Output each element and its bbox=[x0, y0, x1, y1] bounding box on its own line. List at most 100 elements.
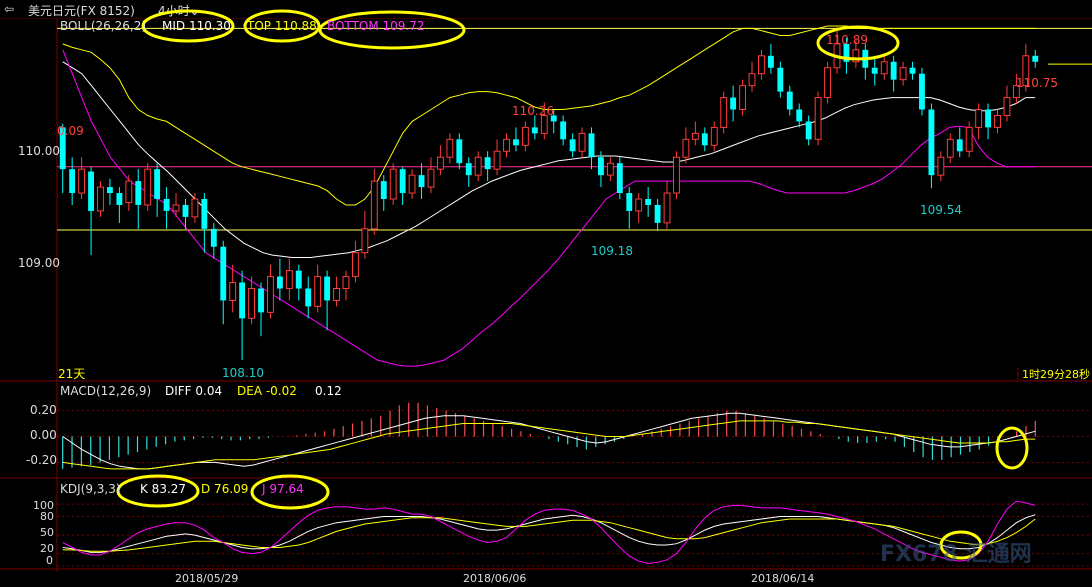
candle-body-up bbox=[880, 61, 888, 75]
candle-body-up bbox=[1003, 97, 1011, 116]
candle-body-up bbox=[578, 132, 586, 152]
bottom-label-ellipse bbox=[318, 10, 466, 50]
price-left-partial-label: 0.09 bbox=[57, 124, 84, 138]
candle-body-up bbox=[937, 156, 945, 176]
candle-body-up bbox=[673, 156, 680, 194]
candle-body-up bbox=[635, 198, 643, 212]
candle-body-down bbox=[569, 139, 576, 152]
macd-dea-line bbox=[62, 420, 1036, 470]
candle-body-up bbox=[682, 138, 690, 158]
span-days-label: 21天 bbox=[58, 367, 86, 381]
candle-body-up bbox=[352, 252, 359, 278]
candle-body-down bbox=[928, 109, 935, 176]
kdj-d-label: D 76.09 bbox=[201, 482, 249, 496]
candle-body-up bbox=[427, 168, 435, 188]
symbol-title: 美元日元(FX 8152) bbox=[28, 4, 135, 18]
candle-body-down bbox=[598, 157, 604, 176]
candle-body-down bbox=[513, 139, 519, 146]
candle-body-up bbox=[739, 85, 746, 110]
candle-body-down bbox=[305, 288, 312, 307]
candle-body-down bbox=[380, 181, 387, 199]
candle-body-up bbox=[229, 282, 237, 301]
annotation-low: 108.10 bbox=[222, 366, 264, 380]
candle-body-down bbox=[201, 199, 208, 229]
annotation-high: 110.75 bbox=[1016, 76, 1058, 90]
boll-indicator-name[interactable]: BOLL(26,26,2) bbox=[60, 19, 147, 33]
candle-body-up bbox=[267, 276, 274, 313]
price-tick-label: 110.00 bbox=[18, 144, 60, 158]
candle-body-down bbox=[767, 55, 774, 68]
boll-top-label: TOP 110.88 bbox=[247, 19, 317, 33]
macd-dea-label: DEA -0.02 bbox=[237, 384, 297, 398]
candle-body-down bbox=[871, 67, 878, 74]
candle-body-up bbox=[285, 270, 293, 290]
candle-body-down bbox=[550, 115, 557, 122]
candles-layer bbox=[59, 27, 1039, 361]
candle-body-up bbox=[748, 73, 756, 87]
candle-body-up bbox=[370, 180, 378, 230]
macd-tick-label: 0.20 bbox=[30, 403, 57, 417]
date-axis-label: 2018/06/06 bbox=[463, 572, 527, 585]
candle-body-up bbox=[720, 97, 728, 128]
mid-label-ellipse bbox=[141, 9, 235, 43]
back-arrow-icon[interactable]: ⇦ bbox=[4, 2, 15, 16]
candle-body-up bbox=[521, 126, 529, 146]
kdj-cross-ellipse bbox=[939, 530, 983, 560]
price-tick-label: 109.00 bbox=[18, 256, 60, 270]
candle-body-down bbox=[730, 97, 737, 110]
candle-body-up bbox=[814, 97, 822, 140]
candle-body-up bbox=[474, 156, 482, 176]
candle-body-up bbox=[248, 288, 255, 319]
candle-body-down bbox=[588, 133, 595, 158]
candle-body-up bbox=[663, 192, 671, 224]
candle-body-down bbox=[1032, 55, 1039, 62]
macd-indicator-name[interactable]: MACD(12,26,9) bbox=[60, 384, 152, 398]
candle-body-down bbox=[654, 204, 661, 223]
kdj-tick-label: 50 bbox=[40, 526, 54, 539]
candle-body-up bbox=[125, 180, 133, 204]
candle-body-down bbox=[210, 228, 217, 247]
candle-body-down bbox=[560, 121, 567, 140]
candle-body-down bbox=[777, 67, 784, 92]
candle-body-up bbox=[691, 132, 699, 140]
annotation-low: 109.18 bbox=[591, 244, 633, 258]
candle-body-down bbox=[843, 43, 850, 62]
candle-body-up bbox=[1012, 85, 1020, 99]
candle-body-up bbox=[191, 198, 199, 218]
boll-mid-label: MID 110.30 bbox=[162, 19, 231, 33]
candle-body-up bbox=[493, 150, 501, 170]
date-axis-label: 2018/06/14 bbox=[751, 572, 815, 585]
kdj-tick-label: 100 bbox=[33, 499, 54, 512]
candle-body-up bbox=[540, 114, 548, 134]
candle-body-up bbox=[389, 168, 397, 200]
kdj-j-ellipse bbox=[250, 474, 330, 510]
candle-body-up bbox=[97, 186, 104, 212]
kdj-d-line bbox=[62, 517, 1036, 552]
candle-body-down bbox=[324, 276, 331, 301]
kdj-tick-label: 0 bbox=[46, 554, 53, 567]
annotation-high: 110.26 bbox=[512, 104, 554, 118]
annotation-low: 109.54 bbox=[920, 203, 962, 217]
candle-body-up bbox=[446, 138, 454, 158]
candle-body-down bbox=[116, 193, 123, 205]
candle-body-up bbox=[436, 156, 444, 170]
candle-body-down bbox=[701, 133, 708, 146]
annotation-high: 110.89 bbox=[826, 33, 868, 47]
macd-layer bbox=[62, 402, 1036, 470]
top-label-ellipse bbox=[243, 9, 321, 43]
candle-body-down bbox=[69, 169, 76, 194]
candle-body-up bbox=[758, 55, 765, 75]
candle-body-down bbox=[295, 270, 302, 289]
boll-bottom-label: BOTTOM 109.72 bbox=[327, 19, 425, 33]
macd-tick-label: 0.00 bbox=[30, 428, 57, 442]
kdj-j-line bbox=[62, 500, 1036, 565]
candle-body-up bbox=[314, 276, 322, 307]
high-price-ellipse bbox=[816, 25, 900, 61]
kdj-indicator-name[interactable]: KDJ(9,3,3) bbox=[60, 482, 121, 496]
candle-body-up bbox=[824, 67, 831, 99]
candle-body-down bbox=[135, 181, 142, 205]
candle-body-down bbox=[88, 171, 94, 211]
candle-body-down bbox=[626, 193, 633, 211]
candle-body-down bbox=[107, 187, 113, 194]
candle-body-up bbox=[1022, 55, 1030, 87]
